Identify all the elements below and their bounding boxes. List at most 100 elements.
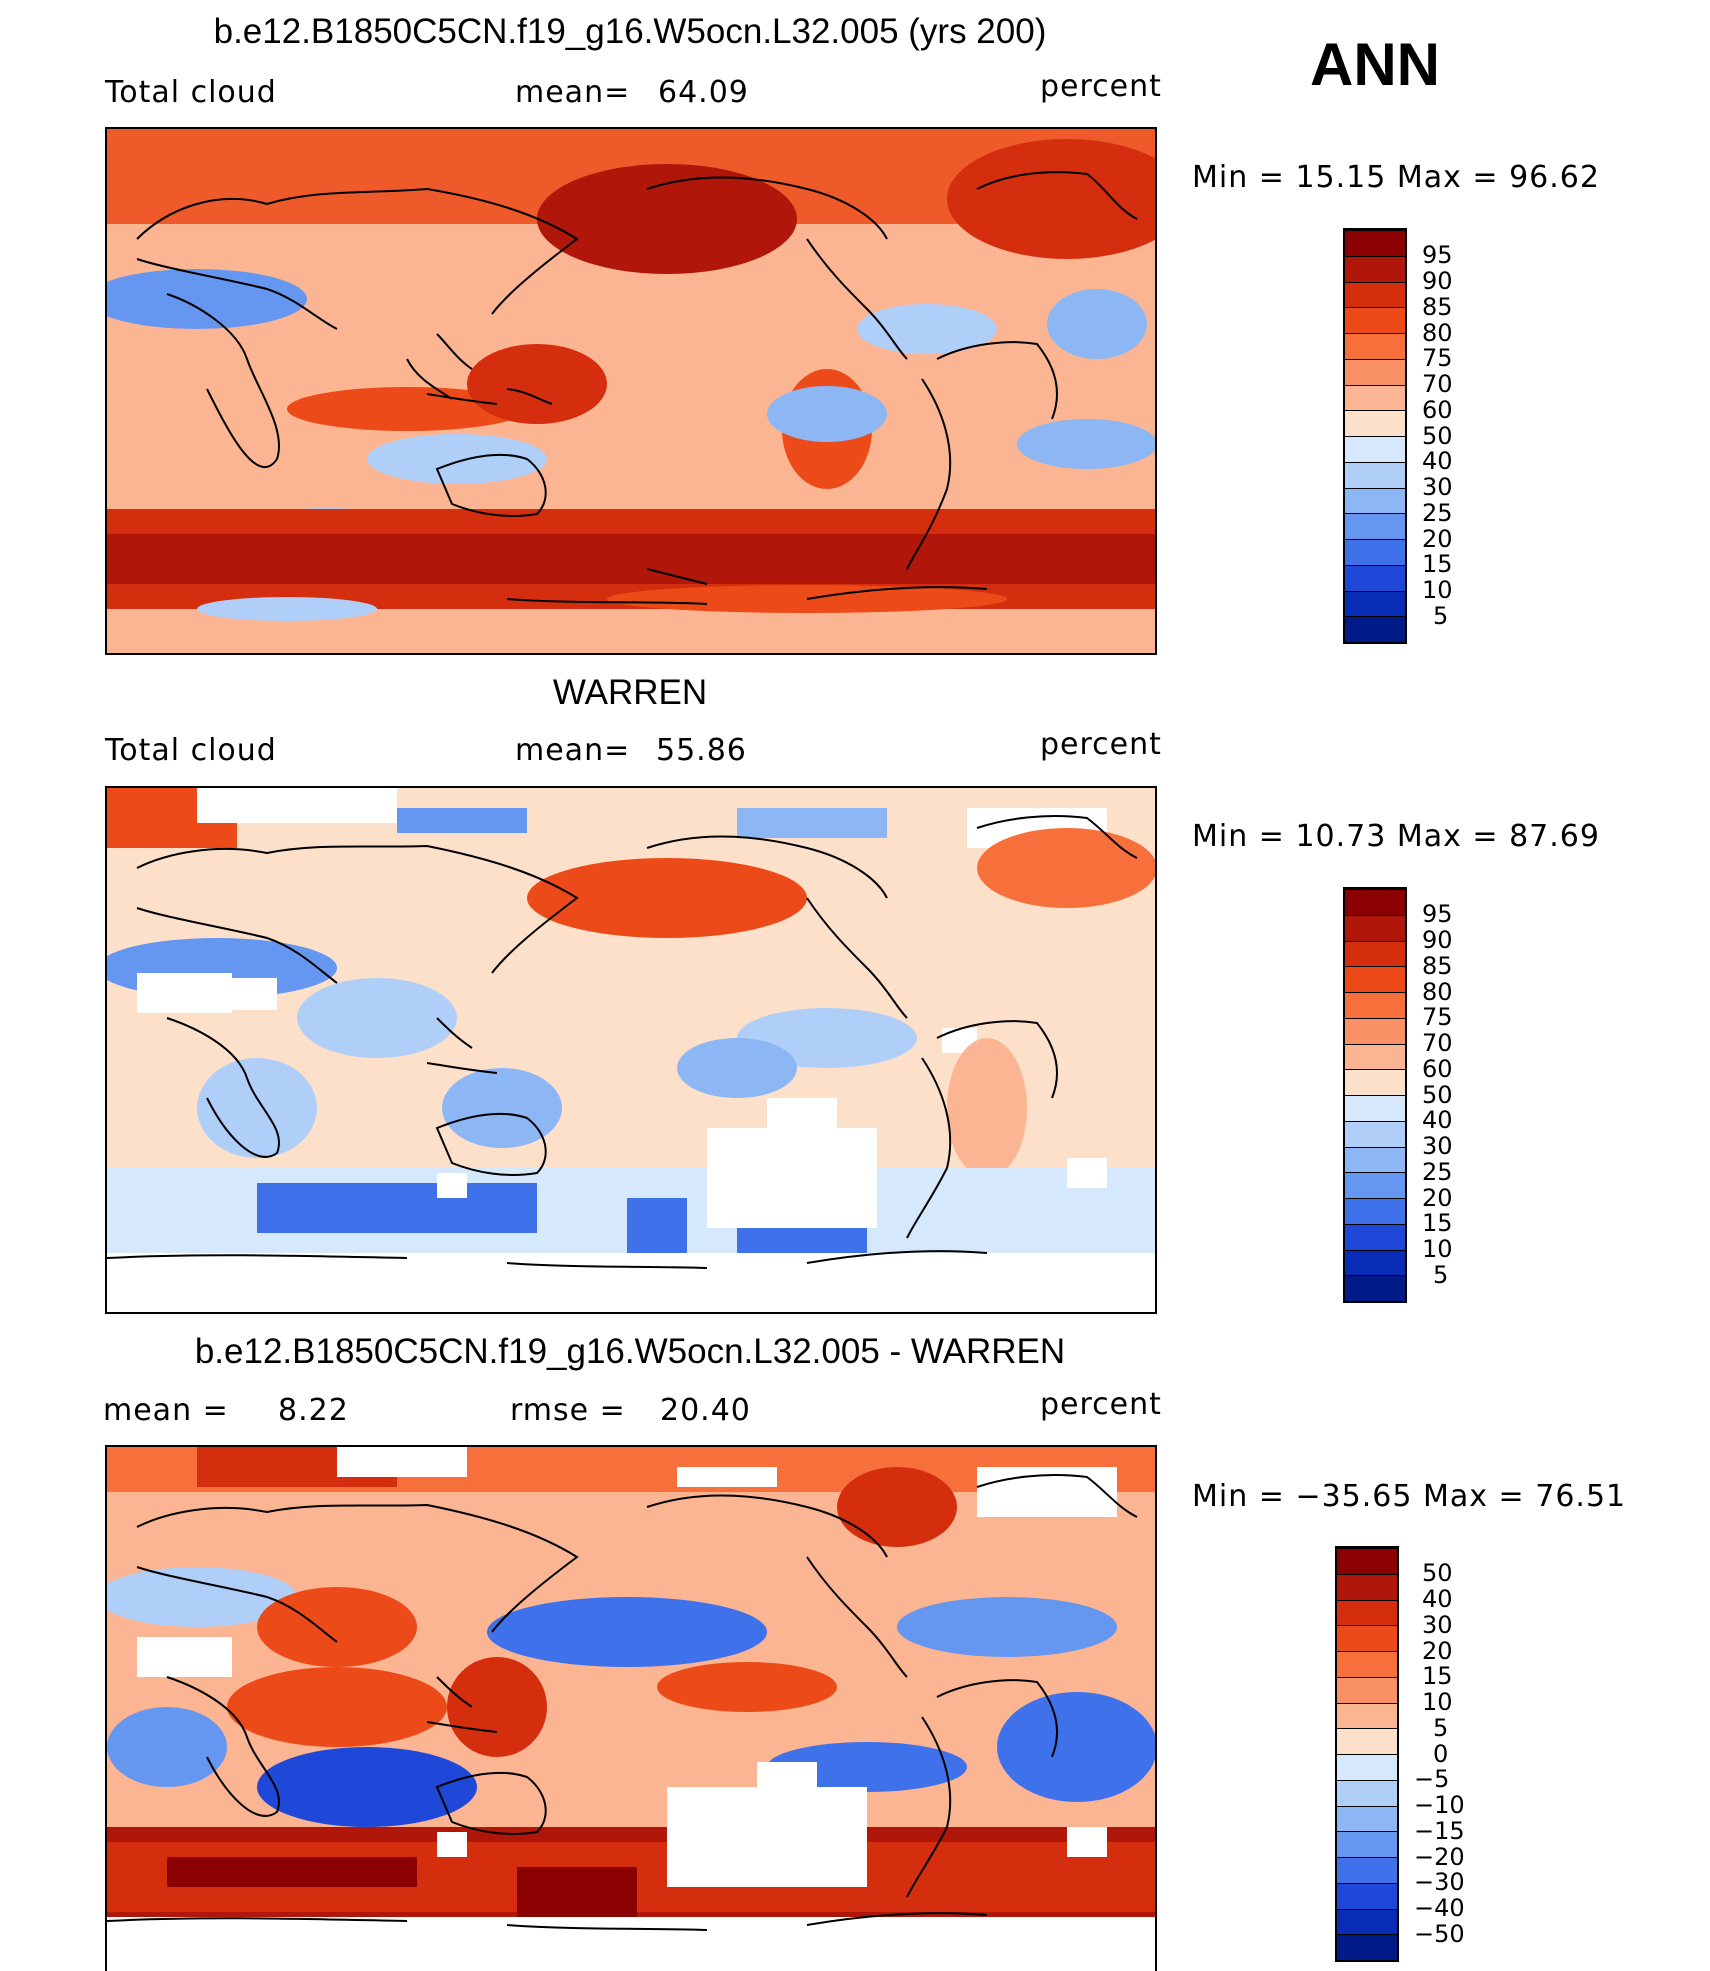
- panel1-colorbar-swatch: [1345, 333, 1405, 359]
- panel2-colorbar-swatch: [1345, 889, 1405, 915]
- panel3-colorbar-swatch: [1337, 1754, 1397, 1780]
- panel3-colorbar-swatch: [1337, 1934, 1397, 1960]
- panel2-colorbar-tick: 70: [1422, 1029, 1453, 1057]
- panel1-colorbar-tick: 85: [1422, 293, 1453, 321]
- panel3-rmse-label: rmse =: [510, 1393, 626, 1428]
- panel1-map-field: [107, 129, 1155, 653]
- panel3-colorbar-tick: −40: [1414, 1894, 1465, 1922]
- panel1-colorbar-tick: 20: [1422, 525, 1453, 553]
- panel1-colorbar-tick: 10: [1422, 576, 1453, 604]
- panel1-colorbar-tick: 95: [1422, 241, 1453, 269]
- panel1-mean-value: 64.09: [658, 75, 749, 110]
- panel3-colorbar-swatch: [1337, 1908, 1397, 1935]
- season-label: ANN: [1310, 31, 1440, 98]
- panel2-title: WARREN: [552, 673, 708, 712]
- panel3-colorbar-tick: −5: [1414, 1765, 1450, 1793]
- panel1-colorbar-swatch: [1345, 358, 1405, 385]
- panel3-map-field: [107, 1447, 1155, 1971]
- panel3-colorbar-tick: −50: [1414, 1920, 1465, 1948]
- panel3-colorbar-tick: 30: [1422, 1611, 1453, 1639]
- panel2-colorbar-swatch: [1345, 1146, 1405, 1173]
- panel3-colorbar-swatch: [1337, 1728, 1397, 1754]
- panel2-colorbar-swatch: [1345, 1120, 1405, 1147]
- panel1-colorbar-swatch: [1345, 513, 1405, 539]
- panel3-colorbar-swatch: [1337, 1831, 1397, 1857]
- panel1-colorbar-tick: 90: [1422, 267, 1453, 295]
- panel2-colorbar-tick: 10: [1422, 1235, 1453, 1263]
- panel1-colorbar-swatch: [1345, 410, 1405, 436]
- panel1-units: percent: [1040, 69, 1162, 104]
- panel1-colorbar-tick: 40: [1422, 447, 1453, 475]
- panel2-variable-label: Total cloud: [105, 733, 277, 768]
- panel1-map: [105, 127, 1157, 655]
- panel1-variable-label: Total cloud: [105, 75, 277, 110]
- panel1-colorbar-swatch: [1345, 436, 1405, 462]
- panel2-colorbar-tick: 40: [1422, 1106, 1453, 1134]
- panel2-colorbar-tick: 60: [1422, 1055, 1453, 1083]
- panel3-colorbar-tick: 10: [1422, 1688, 1453, 1716]
- panel3-colorbar-tick: 50: [1422, 1559, 1453, 1587]
- panel3-colorbar-tick: −15: [1414, 1817, 1465, 1845]
- panel1-colorbar-tick: 25: [1422, 499, 1453, 527]
- panel3-colorbar-tick: 20: [1422, 1637, 1453, 1665]
- panel2-colorbar-tick: 85: [1422, 952, 1453, 980]
- panel3-colorbar-swatch: [1337, 1573, 1397, 1600]
- panel3-colorbar-swatch: [1337, 1625, 1397, 1651]
- panel3-colorbar-swatch: [1337, 1599, 1397, 1626]
- panel3-colorbar-swatch: [1337, 1702, 1397, 1729]
- panel1-colorbar-swatch: [1345, 255, 1405, 282]
- panel3-mean-value: 8.22: [278, 1393, 349, 1428]
- panel3-colorbar-swatch: [1337, 1805, 1397, 1832]
- panel1-title: b.e12.B1850C5CN.f19_g16.W5ocn.L32.005 (y…: [213, 12, 1047, 51]
- panel1-colorbar-swatch: [1345, 384, 1405, 411]
- panel3-colorbar-tick: −10: [1414, 1791, 1465, 1819]
- panel1-colorbar-tick: 5: [1433, 602, 1449, 630]
- panel2-units: percent: [1040, 727, 1162, 762]
- panel2-colorbar-swatch: [1345, 992, 1405, 1018]
- panel1-colorbar-swatch: [1345, 616, 1405, 642]
- panel2-colorbar-tick: 5: [1433, 1261, 1449, 1289]
- panel1-colorbar-swatch: [1345, 307, 1405, 333]
- panel2-colorbar-tick: 50: [1422, 1081, 1453, 1109]
- panel2-colorbar-tick: 95: [1422, 900, 1453, 928]
- panel3-colorbar-tick: −30: [1414, 1868, 1465, 1896]
- panel2-colorbar-tick: 30: [1422, 1132, 1453, 1160]
- panel3-colorbar-swatch: [1337, 1779, 1397, 1806]
- panel2-colorbar-swatch: [1345, 1043, 1405, 1070]
- panel1-colorbar-tick: 70: [1422, 370, 1453, 398]
- panel2-colorbar-swatch: [1345, 1249, 1405, 1276]
- panel3-map: [105, 1445, 1157, 1971]
- panel2-map-field: [107, 788, 1155, 1312]
- panel1-colorbar-tick: 30: [1422, 473, 1453, 501]
- panel1-colorbar-swatch: [1345, 539, 1405, 565]
- panel3-title: b.e12.B1850C5CN.f19_g16.W5ocn.L32.005 - …: [194, 1332, 1066, 1371]
- panel3-units: percent: [1040, 1387, 1162, 1422]
- panel2-colorbar-swatch: [1345, 1172, 1405, 1198]
- panel2-mean-label: mean=: [515, 733, 631, 768]
- panel1-colorbar-swatch: [1345, 461, 1405, 488]
- panel1-colorbar-tick: 75: [1422, 344, 1453, 372]
- panel3-colorbar: [1335, 1546, 1399, 1962]
- panel1-colorbar-swatch: [1345, 281, 1405, 308]
- panel3-colorbar-swatch: [1337, 1857, 1397, 1883]
- panel1-colorbar-tick: 50: [1422, 422, 1453, 450]
- panel2-colorbar-swatch: [1345, 1198, 1405, 1224]
- panel2-minmax: Min = 10.73 Max = 87.69: [1192, 819, 1600, 854]
- panel3-colorbar-swatch: [1337, 1882, 1397, 1909]
- panel1-minmax: Min = 15.15 Max = 96.62: [1192, 160, 1600, 195]
- panel2-colorbar-swatch: [1345, 940, 1405, 967]
- panel1-colorbar-tick: 60: [1422, 396, 1453, 424]
- panel1-colorbar-tick: 80: [1422, 319, 1453, 347]
- panel1-mean-label: mean=: [515, 75, 631, 110]
- panel3-colorbar-swatch: [1337, 1548, 1397, 1574]
- panel2-colorbar-tick: 80: [1422, 978, 1453, 1006]
- panel3-colorbar-tick: 5: [1433, 1714, 1449, 1742]
- panel2-mean-value: 55.86: [656, 733, 747, 768]
- panel3-colorbar-tick: −20: [1414, 1843, 1465, 1871]
- panel3-rmse-value: 20.40: [660, 1393, 751, 1428]
- panel3-colorbar-tick: 15: [1422, 1662, 1453, 1690]
- panel2-colorbar-swatch: [1345, 1223, 1405, 1250]
- panel3-minmax: Min = −35.65 Max = 76.51: [1192, 1479, 1627, 1514]
- panel2-colorbar-swatch: [1345, 966, 1405, 992]
- panel2-colorbar: [1343, 887, 1407, 1303]
